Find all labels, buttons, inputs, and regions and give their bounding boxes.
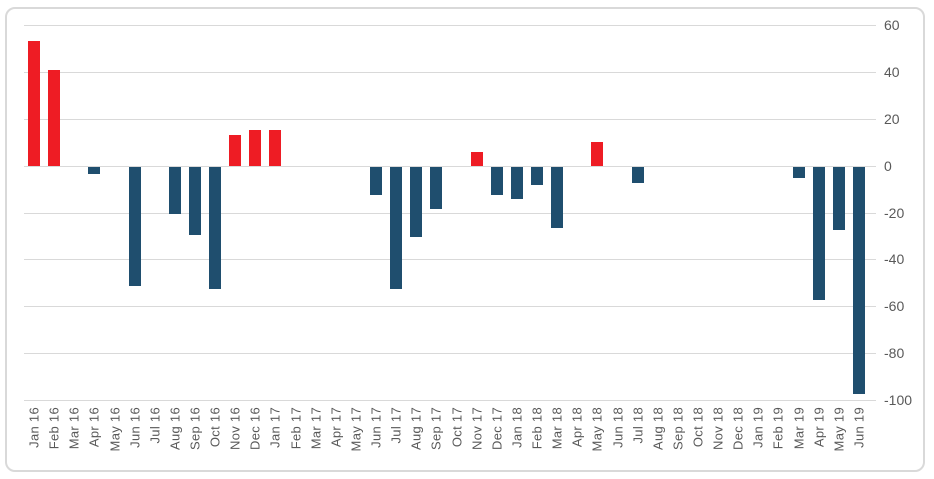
bar — [128, 166, 141, 287]
x-axis-tick-label: May 16 — [107, 407, 123, 452]
y-axis-tick-label: -60 — [884, 298, 905, 315]
y-axis-tick-label: -100 — [884, 392, 913, 408]
bar — [209, 166, 222, 289]
x-axis-tick-label: Jun 16 — [127, 407, 143, 448]
x-axis-tick-label: Oct 18 — [690, 407, 706, 448]
y-axis-tick-label: 20 — [884, 110, 900, 127]
bar — [430, 166, 443, 209]
x-axis-tick-label: Dec 17 — [489, 407, 505, 450]
gridline — [24, 25, 876, 26]
x-axis-tick-label: Jul 16 — [147, 407, 163, 444]
bar — [812, 166, 825, 301]
gridline — [24, 212, 876, 214]
x-axis-tick-label: Nov 18 — [710, 407, 726, 450]
x-axis-tick-label: May 19 — [831, 407, 847, 452]
x-axis-tick-label: Aug 16 — [167, 407, 183, 451]
x-axis-tick-label: Sep 17 — [428, 407, 444, 451]
plot-area: 60 40 20 0 -20 -40 -60 -80 -100 Jan 16 Feb 16 Mar 1… — [7, 9, 923, 470]
x-axis-tick-label: Apr 17 — [328, 407, 344, 448]
x-axis-tick-label: Oct 17 — [449, 407, 465, 448]
x-axis-tick-label: Apr 18 — [569, 407, 585, 448]
bar — [510, 166, 523, 200]
x-axis-tick-label: Dec 16 — [247, 407, 263, 450]
y-axis-tick-label: -80 — [884, 345, 905, 362]
x-axis-tick-label: Feb 16 — [46, 407, 62, 450]
chart-canvas: 60 40 20 0 -20 -40 -60 -80 -100 Jan 16 Feb 16 Mar 1… — [5, 7, 925, 472]
x-axis-tick-label: Jul 18 — [630, 407, 646, 444]
x-axis-tick-label: Feb 19 — [770, 407, 786, 450]
x-axis-tick-label: Aug 17 — [408, 407, 424, 451]
bar — [792, 166, 805, 179]
gridline — [24, 306, 876, 308]
bar — [88, 166, 101, 174]
x-axis-tick-label: Sep 18 — [670, 407, 686, 451]
x-axis-tick-label: Jun 17 — [368, 407, 384, 448]
y-axis-tick-label: 60 — [884, 17, 900, 33]
x-axis-tick-label: Dec 18 — [730, 407, 746, 450]
bar — [390, 166, 403, 289]
x-axis-tick-label: Jun 19 — [851, 407, 867, 448]
x-axis-tick-label: Feb 17 — [288, 407, 304, 450]
gridline — [24, 353, 876, 355]
x-axis-tick-label: May 17 — [348, 407, 364, 452]
bar — [591, 142, 604, 166]
x-axis-tick-label: Mar 17 — [308, 407, 324, 450]
y-axis-tick-label: 40 — [884, 63, 900, 80]
x-axis-tick-label: Jan 19 — [750, 407, 766, 448]
bar — [410, 166, 423, 237]
gridline — [24, 118, 876, 120]
y-axis-tick-label: 0 — [884, 157, 892, 174]
bar — [28, 41, 41, 166]
y-axis-tick-label: -40 — [884, 251, 905, 268]
bar — [370, 166, 383, 195]
x-axis-tick-label: May 18 — [589, 407, 605, 452]
x-axis-tick-label: Jan 17 — [267, 407, 283, 448]
x-axis-tick-label: Mar 19 — [791, 407, 807, 450]
x-axis-tick-label: Jun 18 — [610, 407, 625, 448]
x-axis-tick-label: Aug 18 — [650, 407, 666, 451]
x-axis-tick-label: Sep 16 — [187, 407, 203, 451]
x-axis-tick-label: Mar 16 — [66, 407, 82, 450]
gridline — [24, 71, 876, 73]
x-axis-tick-label: Jan 16 — [26, 407, 42, 448]
x-axis-tick-label: Apr 19 — [811, 407, 827, 448]
x-axis-tick-label: Apr 16 — [86, 407, 102, 448]
x-axis-tick-label: Mar 18 — [549, 407, 565, 450]
bar — [551, 166, 564, 228]
x-axis-tick-label: Oct 16 — [207, 407, 223, 448]
gridline — [24, 259, 876, 261]
bar — [631, 166, 644, 184]
bar — [168, 166, 181, 214]
gridline — [24, 400, 876, 401]
bar — [470, 151, 483, 166]
bar — [832, 166, 845, 230]
x-axis-tick-label: Feb 18 — [529, 407, 545, 450]
bar — [531, 166, 544, 186]
gridline — [24, 165, 876, 167]
x-axis-tick-label: Jul 17 — [388, 407, 404, 444]
bar — [852, 166, 865, 394]
x-axis-tick-label: Nov 16 — [227, 407, 243, 450]
x-axis-tick-label: Jan 18 — [509, 407, 525, 448]
bar — [229, 135, 242, 166]
y-axis-tick-label: -20 — [884, 204, 905, 221]
bar — [490, 166, 503, 195]
bar — [269, 130, 282, 166]
bar — [189, 166, 201, 235]
x-axis-tick-label: Nov 17 — [469, 407, 485, 450]
bar — [249, 130, 262, 166]
bar — [48, 69, 61, 166]
